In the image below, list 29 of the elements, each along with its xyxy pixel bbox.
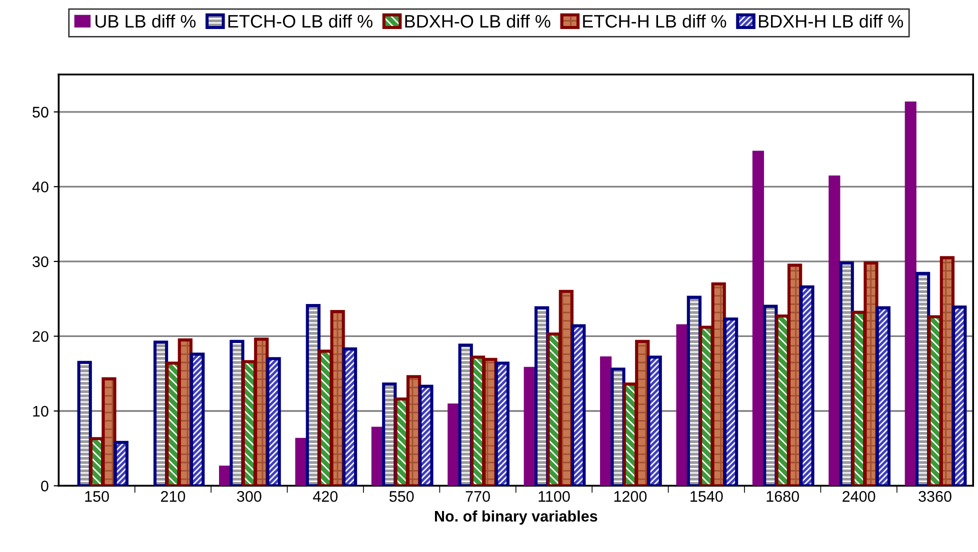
x-tick-label: 2400 bbox=[842, 491, 876, 502]
y-tick-label: 40 bbox=[32, 182, 48, 192]
y-tick-label: 0 bbox=[41, 480, 48, 492]
x-tick-label: 150 bbox=[85, 491, 109, 502]
y-tick-label: 30 bbox=[32, 256, 48, 268]
y-tick-label: 10 bbox=[33, 406, 48, 417]
x-tick-label: 3360 bbox=[918, 491, 952, 502]
legend-label: BDXH-O LB diff % bbox=[405, 14, 550, 28]
x-tick-label: 1100 bbox=[538, 491, 570, 502]
legend-label: ETCH-O LB diff % bbox=[228, 14, 372, 28]
bar bbox=[295, 438, 307, 486]
x-tick-label: 550 bbox=[389, 491, 414, 502]
bar bbox=[676, 324, 688, 486]
y-tick-label: 20 bbox=[32, 331, 48, 342]
bar bbox=[828, 175, 840, 486]
legend-label: ETCH-H LB diff % bbox=[583, 14, 726, 28]
x-tick-label: 1200 bbox=[614, 491, 647, 502]
x-tick-label: 770 bbox=[466, 491, 490, 502]
bar bbox=[600, 356, 612, 486]
y-tick-label: 50 bbox=[32, 106, 48, 118]
legend-label: UB LB diff % bbox=[96, 14, 196, 28]
x-tick-label: 210 bbox=[161, 491, 186, 502]
x-axis-title: No. of binary variables bbox=[434, 510, 598, 525]
x-tick-label: 1540 bbox=[690, 491, 723, 502]
x-tick-label: 1680 bbox=[766, 491, 799, 502]
x-tick-label: 420 bbox=[312, 491, 338, 502]
x-tick-label: 300 bbox=[237, 491, 262, 502]
bar bbox=[752, 150, 764, 486]
legend-label: BDXH-H LB diff % bbox=[758, 14, 904, 28]
